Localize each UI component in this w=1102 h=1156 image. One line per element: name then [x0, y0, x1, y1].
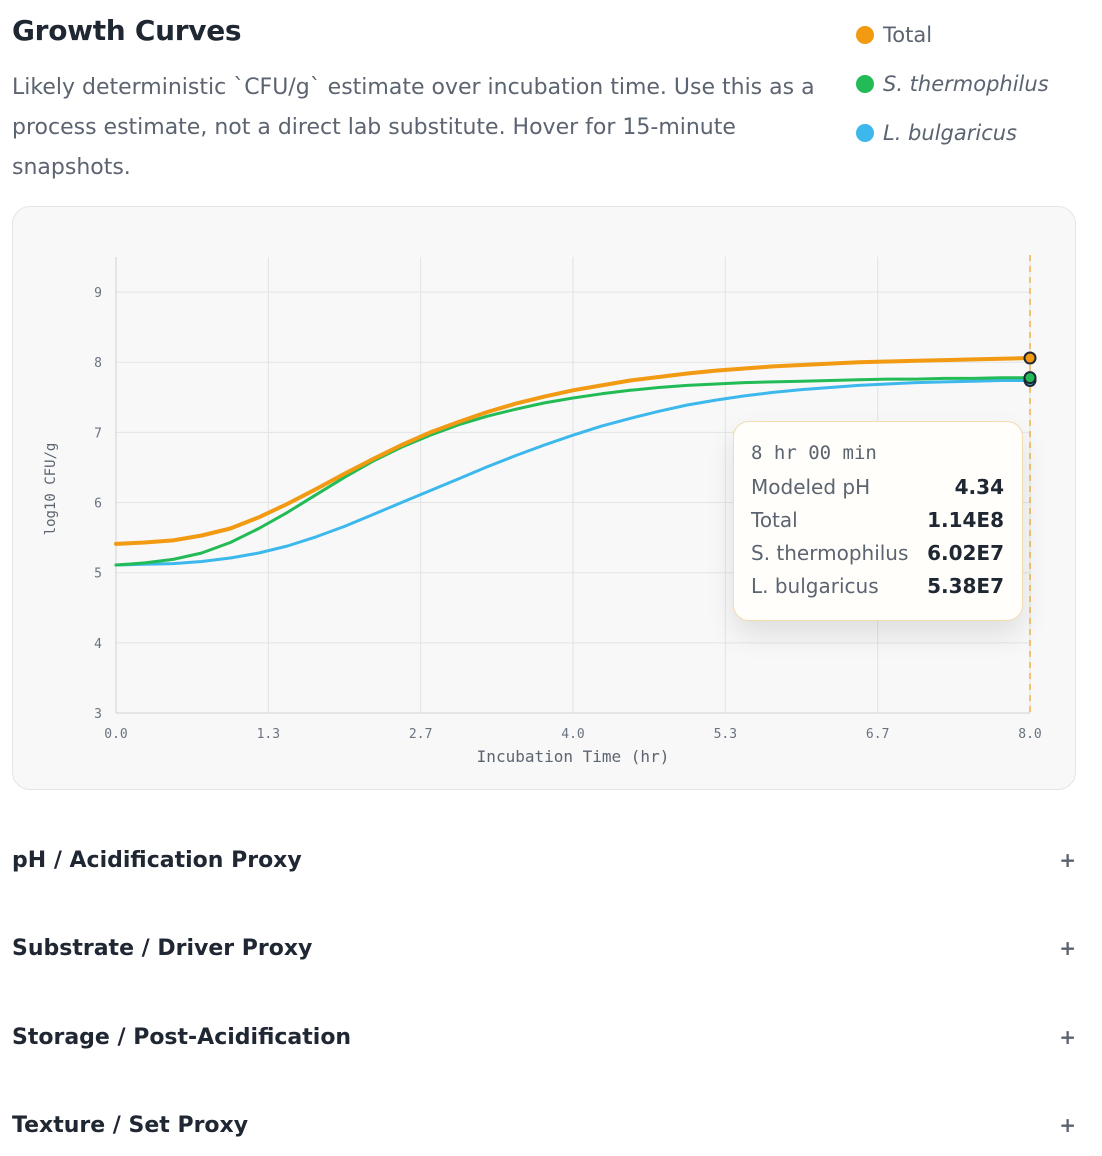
y-tick-label: 8: [94, 356, 102, 371]
legend-swatch-l-bulgaricus: [856, 123, 874, 142]
hover-point-total: [1023, 351, 1037, 365]
section-title: Substrate / Driver Proxy: [12, 935, 313, 961]
tooltip-row-ph: Modeled pH 4.34: [751, 470, 1004, 503]
tooltip-label: Modeled pH: [751, 474, 871, 499]
y-tick-label: 3: [94, 707, 102, 722]
series-line-total: [114, 356, 1032, 546]
section-title: pH / Acidification Proxy: [12, 847, 302, 873]
y-tick-label: 5: [94, 567, 102, 582]
legend-swatch-total: [856, 25, 874, 44]
hover-point-s-thermophilus: [1023, 371, 1037, 385]
plus-icon[interactable]: +: [1059, 1113, 1076, 1137]
tooltip-row-total: Total 1.14E8: [751, 503, 1004, 536]
y-tick-label: 9: [94, 286, 102, 301]
legend-label: S. thermophilus: [883, 71, 1049, 96]
y-axis-label: log10 CFU/g: [43, 443, 59, 536]
section-texture-set[interactable]: Texture / Set Proxy +: [12, 1105, 1076, 1145]
legend-item-s-thermophilus[interactable]: S. thermophilus: [856, 59, 1049, 108]
legend-item-total[interactable]: Total: [856, 10, 1049, 59]
y-tick-label: 6: [94, 497, 102, 512]
tooltip-value: 4.34: [954, 474, 1004, 499]
tooltip-label: S. thermophilus: [751, 540, 909, 565]
x-tick-label: 2.7: [409, 727, 432, 742]
page-title: Growth Curves: [12, 14, 242, 47]
x-tick-label: 8.0: [1018, 727, 1041, 742]
plus-icon[interactable]: +: [1059, 1025, 1076, 1049]
tooltip-time: 8 hr 00 min: [751, 442, 877, 464]
hover-markers: [1023, 351, 1037, 387]
x-tick-label: 5.3: [714, 727, 737, 742]
page-description: Likely deterministic `CFU/g` estimate ov…: [12, 75, 815, 180]
section-title: Storage / Post-Acidification: [12, 1024, 352, 1050]
x-tick-label: 6.7: [866, 727, 889, 742]
tooltip-value: 5.38E7: [927, 573, 1004, 598]
chart-series: [114, 356, 1032, 567]
section-title: Texture / Set Proxy: [12, 1112, 249, 1138]
growth-chart[interactable]: 0.0 1.3 2.7 4.0 5.3 6.7 8.0 3 4 5 6 7 8 9 Incubation …: [13, 207, 1077, 791]
section-ph-acidification[interactable]: pH / Acidification Proxy +: [12, 840, 1076, 880]
tooltip-value: 1.14E8: [927, 507, 1004, 532]
chart-legend: Total S. thermophilus L. bulgaricus: [856, 10, 1049, 157]
legend-label: L. bulgaricus: [883, 120, 1017, 145]
chart-axes: 0.0 1.3 2.7 4.0 5.3 6.7 8.0 3 4 5 6 7 8 9: [94, 257, 1042, 742]
plus-icon[interactable]: +: [1059, 936, 1076, 960]
tooltip-label: L. bulgaricus: [751, 573, 879, 598]
section-storage-post-acidification[interactable]: Storage / Post-Acidification +: [12, 1017, 1076, 1057]
x-axis-label: Incubation Time (hr): [477, 747, 670, 766]
hover-tooltip: 8 hr 00 min Modeled pH 4.34 Total 1.14E8…: [733, 421, 1023, 621]
x-tick-label: 0.0: [104, 727, 127, 742]
growth-chart-card: 0.0 1.3 2.7 4.0 5.3 6.7 8.0 3 4 5 6 7 8 9 Incubation …: [12, 206, 1076, 790]
legend-label: Total: [883, 22, 933, 47]
tooltip-row-s-thermophilus: S. thermophilus 6.02E7: [751, 536, 1004, 569]
legend-item-l-bulgaricus[interactable]: L. bulgaricus: [856, 108, 1049, 157]
series-line-l-bulgaricus: [114, 379, 1032, 567]
tooltip-row-l-bulgaricus: L. bulgaricus 5.38E7: [751, 569, 1004, 602]
y-tick-label: 7: [94, 426, 102, 441]
x-tick-label: 1.3: [257, 727, 280, 742]
y-tick-label: 4: [94, 637, 102, 652]
x-tick-label: 4.0: [561, 727, 584, 742]
tooltip-label: Total: [751, 507, 798, 532]
tooltip-value: 6.02E7: [927, 540, 1004, 565]
legend-swatch-s-thermophilus: [856, 74, 874, 93]
series-line-s-thermophilus: [114, 376, 1032, 567]
plus-icon[interactable]: +: [1059, 848, 1076, 872]
section-substrate-driver[interactable]: Substrate / Driver Proxy +: [12, 928, 1076, 968]
